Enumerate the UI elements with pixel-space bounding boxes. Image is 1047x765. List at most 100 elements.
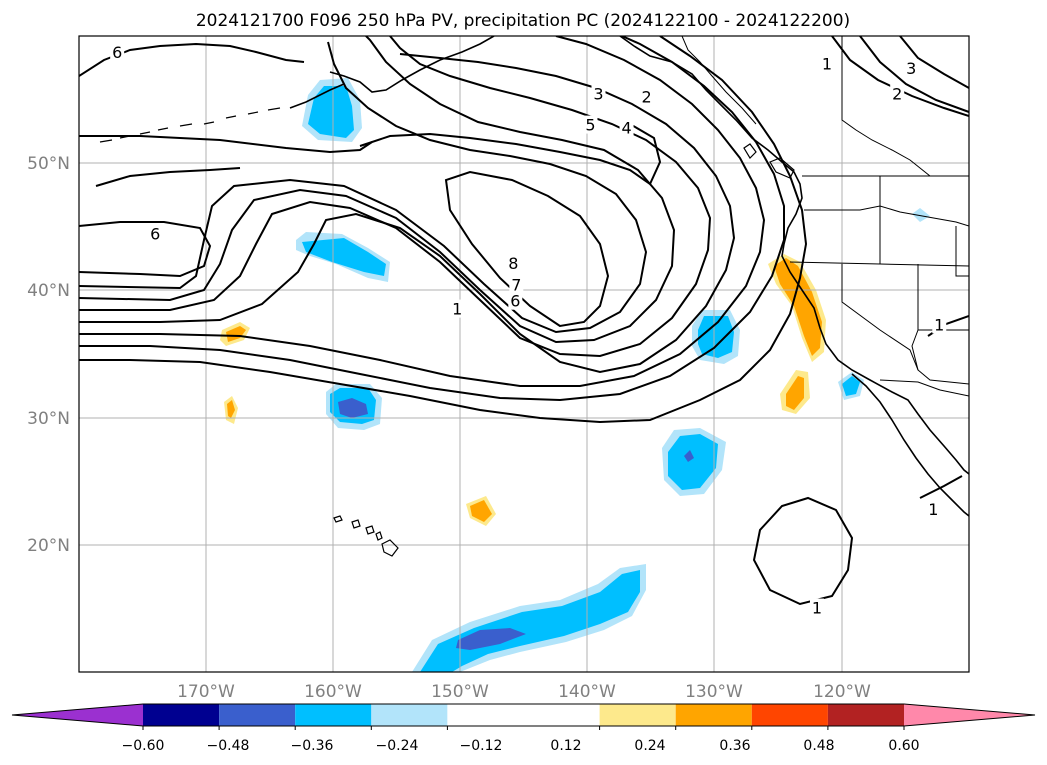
pv-contour-7 [95,167,241,187]
contour-label: 4 [621,118,631,137]
pv-contour-1 [79,135,373,154]
contour-label: 5 [585,116,595,135]
contour-label-bg [591,84,606,103]
contour-label-bg [890,84,905,103]
vancouver-island [769,157,795,179]
colorbar-segment [371,704,448,726]
map-background [79,36,969,672]
pv-contour-1 [752,496,854,606]
colorbar-labels: −0.60 −0.48 −0.36 −0.24 −0.12 0.12 0.24 … [122,738,920,754]
hawaii-small-island [375,531,383,541]
colorbar-segment [751,704,828,726]
precip-negative-region [842,376,860,396]
colorbar-segment [447,704,600,726]
contour-label-bg [583,115,598,134]
contour-label: 2 [642,87,652,106]
nevada-california-border [841,264,919,371]
contour-label-bg [619,118,634,137]
map-frame [78,35,970,673]
contour-label: 3 [906,59,916,78]
colorbar-segment [827,704,904,726]
lat-tick-label: 30°N [27,409,70,429]
contour-label-bg [926,500,941,519]
hawaii-small-island [365,525,375,535]
pv-contour-1 [919,475,963,499]
precip-negative-region [684,450,694,462]
colorbar-extend-low [12,704,143,726]
latitude-labels: 50°N 40°N 30°N 20°N [27,154,70,556]
pv-contours [79,36,969,606]
precip-positive-region [227,400,235,418]
contour-label-bg [639,87,654,106]
pv-contour-2 [79,36,785,402]
contour-label: 2 [892,85,902,104]
colorbar-tick-label: −0.24 [376,738,419,754]
precip-negative-region [912,208,930,222]
colorbar-segment [295,704,372,726]
utah-border [955,226,969,277]
pv-contour-8 [359,123,662,186]
colorbar-extend-high [904,704,1035,726]
pv-contour-2 [859,36,969,113]
arizona-border [911,329,969,385]
contour-label: 1 [452,300,462,319]
hawaii-small-island [351,519,361,529]
colorbar-tick-label: −0.48 [207,738,250,754]
lon-tick-label: 170°W [177,682,235,702]
precip-positive-region [786,376,804,410]
contour-label: 8 [508,254,518,273]
contour-label: 6 [150,224,160,243]
colorbar-tick-label: −0.36 [291,738,334,754]
precip-shading [220,78,930,672]
precip-negative-region [698,316,734,358]
contour-label-bg [810,598,825,617]
contour-label: 1 [822,54,832,73]
haida-gwaii [743,143,757,159]
precip-negative-region [456,628,526,650]
colorbar-tick-label: 0.60 [888,738,919,754]
coastlines [289,36,969,517]
pv-contour-3 [79,36,766,387]
colorbar-tick-label: −0.60 [122,738,165,754]
graticule [79,36,969,672]
pv-contour-8 [444,170,610,328]
precip-negative-region [338,398,368,418]
precip-positive-region [774,258,822,356]
contour-label-bg [450,299,465,318]
alaska-canada-border [681,36,757,125]
longitude-labels: 170°W 160°W 150°W 140°W 130°W 120°W [177,682,871,702]
alaska-peninsula-coastline [289,83,345,109]
lat-tick-label: 40°N [27,281,70,301]
colorbar-segment [599,704,676,726]
hawaii-small-island [333,515,343,523]
contour-label-bg [820,54,835,73]
colorbar [11,703,1036,730]
figure-title: 2024121700 F096 250 hPa PV, precipitatio… [196,11,850,31]
contour-label: 7 [511,276,521,295]
pv-contour-5 [79,36,712,358]
precip-positive-region [226,326,246,342]
alaska-coastline [329,36,495,93]
contour-label-bg [509,275,524,294]
baja-california-coastline [851,373,969,517]
contour-label: 6 [510,292,520,311]
precip-positive-region [470,500,492,522]
pv-contour-3 [899,36,969,89]
contour-label: 1 [812,599,822,618]
lon-tick-label: 140°W [558,682,616,702]
pv-contour-6 [79,221,212,278]
lon-tick-label: 130°W [685,682,743,702]
contour-label-bg [110,42,125,61]
colorbar-tick-label: 0.36 [719,738,750,754]
contour-label-bg [932,315,947,334]
colorbar-segment [219,704,296,726]
contour-label-bg [508,291,523,310]
lon-tick-label: 120°W [813,682,871,702]
colorbar-tick-label: 0.12 [550,738,581,754]
precip-negative-region [308,86,354,138]
precip-negative-region [302,238,386,276]
contour-label-bg [904,58,919,77]
colorbar-tick-label: 0.48 [803,738,834,754]
